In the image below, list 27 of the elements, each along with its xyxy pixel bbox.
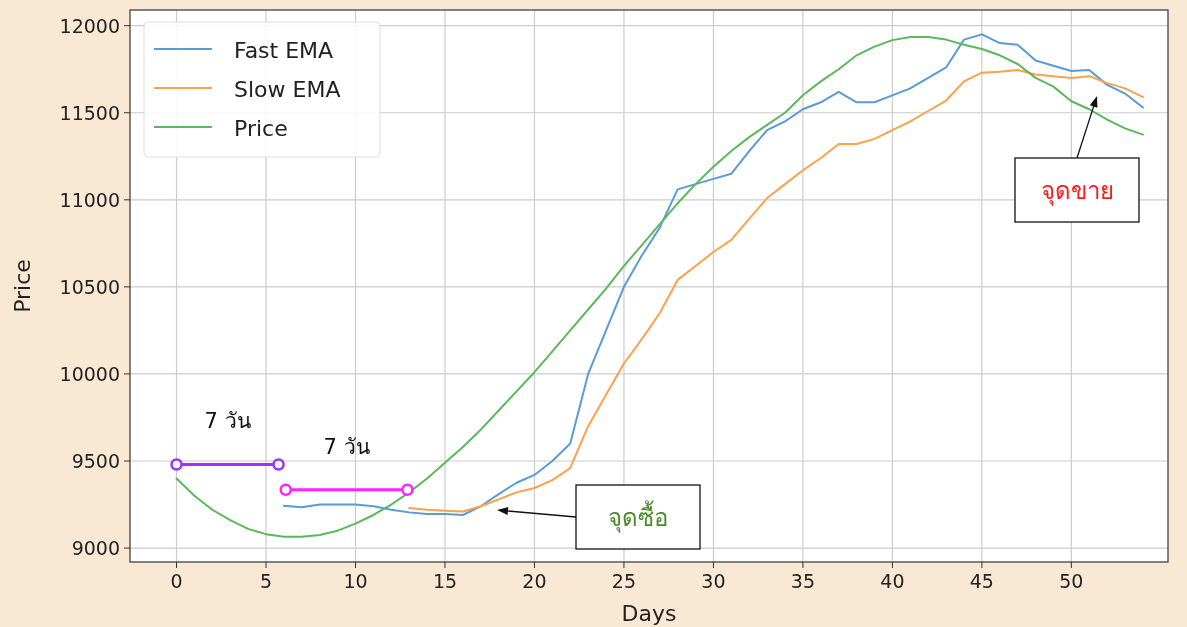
y-tick-label: 12000 bbox=[59, 14, 120, 37]
series-label: 7 วัน bbox=[323, 434, 370, 459]
y-tick-label: 10500 bbox=[59, 275, 120, 298]
x-tick-label: 25 bbox=[611, 570, 637, 592]
x-tick-label: 0 bbox=[170, 570, 183, 592]
y-axis-title: Price bbox=[10, 259, 35, 313]
y-tick-label: 11500 bbox=[59, 101, 120, 124]
series-label: 7 วัน bbox=[204, 409, 251, 434]
annotation: จุดขาย bbox=[1040, 177, 1114, 206]
y-tick-label: 9000 bbox=[71, 537, 120, 560]
x-tick-label: 30 bbox=[701, 570, 726, 592]
x-axis-title: Days bbox=[621, 601, 677, 626]
x-tick-label: 20 bbox=[522, 570, 547, 592]
x-tick-label: 40 bbox=[880, 570, 905, 592]
x-tick-label: 45 bbox=[969, 570, 994, 592]
legend-label: Fast EMA bbox=[234, 38, 334, 63]
x-tick-label: 50 bbox=[1059, 570, 1084, 592]
annotation: จุดซื้อ bbox=[608, 500, 668, 533]
y-tick-label: 10000 bbox=[59, 362, 120, 385]
x-tick-label: 15 bbox=[432, 570, 458, 592]
legend-label: Price bbox=[234, 116, 288, 141]
legend-label: Slow EMA bbox=[234, 77, 341, 102]
x-tick-label: 10 bbox=[343, 570, 368, 592]
y-tick-label: 11000 bbox=[59, 188, 120, 211]
y-tick-label: 9500 bbox=[71, 450, 120, 472]
x-tick-label: 5 bbox=[259, 570, 273, 592]
x-tick-label: 35 bbox=[790, 570, 815, 592]
